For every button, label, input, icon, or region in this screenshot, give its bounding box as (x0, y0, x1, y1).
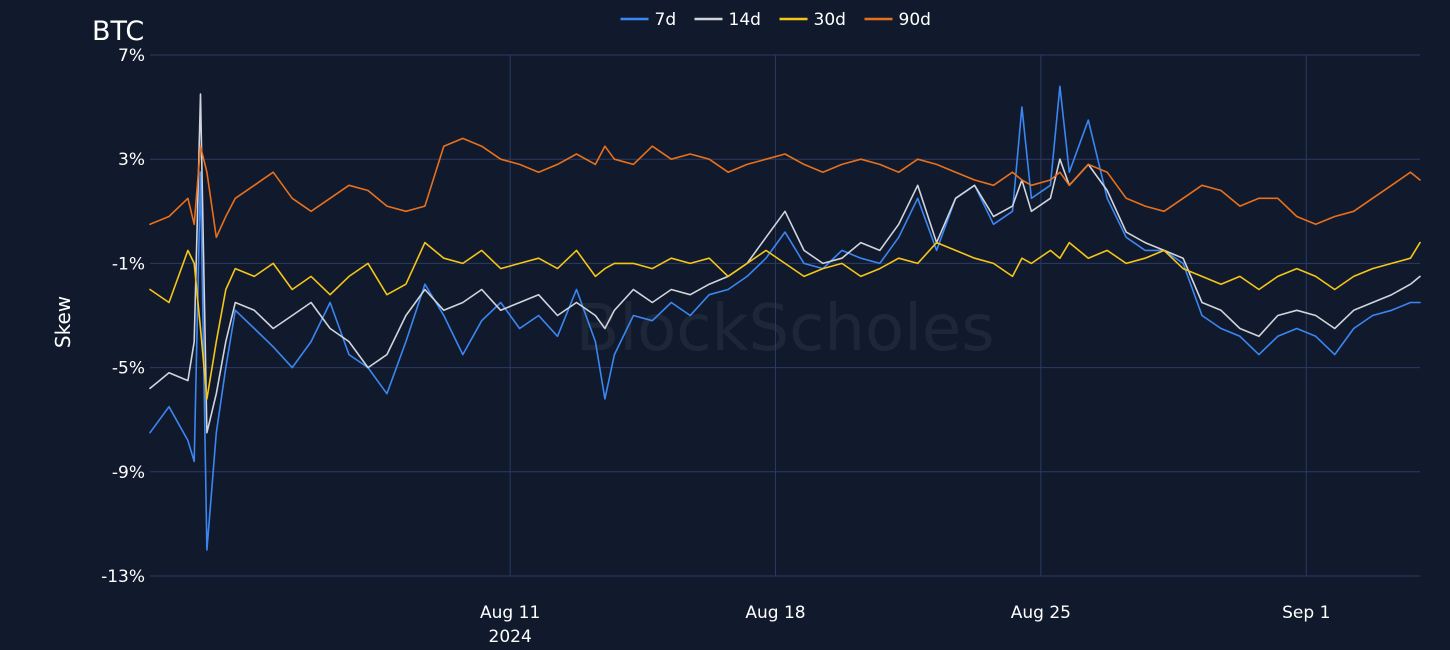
series-lines (149, 85, 1421, 551)
legend-label: 90d (899, 10, 931, 30)
y-axis-ticks: 7% 3% -1% -5% -9% -13% (101, 46, 145, 587)
legend-label: 14d (729, 10, 761, 30)
legend-item-7d[interactable]: 7d (620, 10, 677, 30)
y-tick-label: -1% (112, 254, 145, 274)
series-line-90d (149, 137, 1421, 239)
legend-item-30d[interactable]: 30d (779, 10, 846, 30)
series-line-30d (149, 241, 1421, 400)
legend[interactable]: 7d 14d 30d 90d (620, 10, 931, 30)
legend-label: 7d (655, 10, 677, 30)
y-tick-label: -13% (101, 567, 145, 587)
x-axis-ticks: Aug 11 2024 Aug 18 Aug 25 Sep 1 (480, 603, 1330, 647)
legend-item-14d[interactable]: 14d (694, 10, 761, 30)
x-tick-label: Aug 11 (480, 603, 540, 623)
x-tick-label: Aug 18 (745, 603, 805, 623)
watermark: BlockScholes (575, 292, 994, 366)
legend-item-90d[interactable]: 90d (864, 10, 931, 30)
series-line-7d (149, 85, 1421, 551)
y-tick-label: 3% (118, 150, 145, 170)
series-line-14d (149, 93, 1421, 434)
x-tick-label: Aug 25 (1011, 603, 1071, 623)
y-axis-label: Skew (51, 296, 75, 348)
x-tick-sublabel: 2024 (489, 627, 532, 647)
y-tick-label: 7% (118, 46, 145, 66)
y-tick-label: -9% (112, 463, 145, 483)
y-tick-label: -5% (112, 359, 145, 379)
legend-label: 30d (814, 10, 846, 30)
chart-title: BTC (92, 16, 144, 47)
x-tick-label: Sep 1 (1282, 603, 1330, 623)
